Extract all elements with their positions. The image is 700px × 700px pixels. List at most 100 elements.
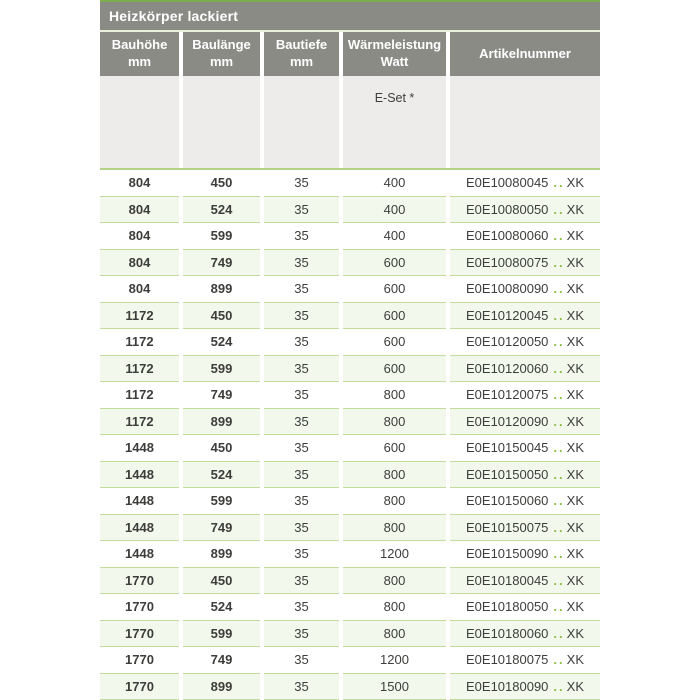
cell-artikelnummer: E0E10080045 .. XK — [450, 170, 600, 197]
cell-bauhoehe: 1770 — [100, 647, 179, 674]
column-header-waermeleistung: Wärmeleistung Watt — [343, 32, 446, 76]
cell-bautiefe: 35 — [264, 594, 339, 621]
table-row: 804 749 35 600 E0E10080075 .. XK — [100, 249, 600, 276]
cell-artikelnummer: E0E10120045 .. XK — [450, 302, 600, 329]
artikel-code: E0E10150090 — [466, 546, 549, 562]
artikel-color-dots: .. — [553, 228, 565, 244]
artikel-suffix: XK — [566, 360, 584, 376]
artikel-code: E0E10180050 — [466, 599, 549, 615]
subheader-divider-line — [100, 168, 600, 170]
subheader-row: E-Set * — [100, 76, 600, 168]
artikel-code: E0E10120050 — [466, 334, 549, 350]
artikel-color-dots: .. — [553, 360, 565, 376]
cell-artikelnummer: E0E10080075 .. XK — [450, 249, 600, 276]
cell-bautiefe: 35 — [264, 673, 339, 700]
subheader-box-artikelnummer — [450, 76, 600, 168]
radiator-spec-table: Heizkörper lackiert Bauhöhe mm Baulänge … — [100, 0, 600, 700]
artikel-color-dots: .. — [553, 493, 565, 509]
cell-bautiefe: 35 — [264, 461, 339, 488]
cell-artikelnummer: E0E10120075 .. XK — [450, 382, 600, 409]
artikel-code: E0E10150045 — [466, 440, 549, 456]
cell-baulaenge: 599 — [183, 223, 260, 250]
cell-baulaenge: 749 — [183, 514, 260, 541]
artikel-suffix: XK — [566, 678, 584, 694]
cell-bauhoehe: 1770 — [100, 567, 179, 594]
cell-watt: 400 — [343, 223, 446, 250]
column-label: Bautiefe — [275, 37, 328, 53]
cell-bautiefe: 35 — [264, 488, 339, 515]
artikel-suffix: XK — [566, 546, 584, 562]
cell-watt: 400 — [343, 196, 446, 223]
artikel-code: E0E10080090 — [466, 281, 549, 297]
cell-bautiefe: 35 — [264, 302, 339, 329]
table-row: 1172 749 35 800 E0E10120075 .. XK — [100, 382, 600, 409]
column-header-bautiefe: Bautiefe mm — [264, 32, 339, 76]
cell-artikelnummer: E0E10180050 .. XK — [450, 594, 600, 621]
artikel-suffix: XK — [566, 387, 584, 403]
cell-bautiefe: 35 — [264, 647, 339, 674]
artikel-color-dots: .. — [553, 572, 565, 588]
cell-baulaenge: 599 — [183, 488, 260, 515]
column-header-artikelnummer: Artikelnummer — [450, 32, 600, 76]
cell-watt: 600 — [343, 355, 446, 382]
artikel-code: E0E10150050 — [466, 466, 549, 482]
cell-artikelnummer: E0E10180075 .. XK — [450, 647, 600, 674]
artikel-suffix: XK — [566, 440, 584, 456]
cell-baulaenge: 599 — [183, 355, 260, 382]
cell-artikelnummer: E0E10180090 .. XK — [450, 673, 600, 700]
artikel-color-dots: .. — [553, 652, 565, 668]
cell-bautiefe: 35 — [264, 196, 339, 223]
cell-artikelnummer: E0E10080060 .. XK — [450, 223, 600, 250]
cell-baulaenge: 749 — [183, 647, 260, 674]
cell-bautiefe: 35 — [264, 249, 339, 276]
cell-watt: 800 — [343, 461, 446, 488]
cell-watt: 800 — [343, 488, 446, 515]
artikel-color-dots: .. — [553, 625, 565, 641]
cell-bauhoehe: 1770 — [100, 620, 179, 647]
artikel-color-dots: .. — [553, 678, 565, 694]
subheader-box-bautiefe — [264, 76, 339, 168]
eset-label: E-Set * — [374, 91, 415, 105]
cell-watt: 600 — [343, 302, 446, 329]
artikel-color-dots: .. — [553, 599, 565, 615]
cell-bauhoehe: 1770 — [100, 673, 179, 700]
cell-bauhoehe: 1172 — [100, 329, 179, 356]
artikel-color-dots: .. — [553, 281, 565, 297]
table-row: 1770 450 35 800 E0E10180045 .. XK — [100, 567, 600, 594]
cell-bauhoehe: 1770 — [100, 594, 179, 621]
column-label: Bauhöhe — [111, 37, 168, 53]
cell-artikelnummer: E0E10150050 .. XK — [450, 461, 600, 488]
subheader-box-bauhoehe — [100, 76, 179, 168]
cell-baulaenge: 749 — [183, 382, 260, 409]
cell-baulaenge: 450 — [183, 170, 260, 197]
artikel-code: E0E10080050 — [466, 201, 549, 217]
cell-baulaenge: 524 — [183, 196, 260, 223]
cell-watt: 600 — [343, 276, 446, 303]
column-unit: mm — [209, 54, 234, 69]
cell-bautiefe: 35 — [264, 382, 339, 409]
column-unit: Watt — [380, 54, 409, 69]
cell-watt: 600 — [343, 329, 446, 356]
cell-bauhoehe: 1448 — [100, 514, 179, 541]
cell-artikelnummer: E0E10080090 .. XK — [450, 276, 600, 303]
artikel-suffix: XK — [566, 652, 584, 668]
artikel-suffix: XK — [566, 466, 584, 482]
table-row: 1448 899 35 1200 E0E10150090 .. XK — [100, 541, 600, 568]
table-row: 1448 749 35 800 E0E10150075 .. XK — [100, 514, 600, 541]
table-row: 1448 524 35 800 E0E10150050 .. XK — [100, 461, 600, 488]
cell-watt: 800 — [343, 620, 446, 647]
cell-bauhoehe: 1172 — [100, 302, 179, 329]
table-row: 1770 599 35 800 E0E10180060 .. XK — [100, 620, 600, 647]
cell-watt: 800 — [343, 567, 446, 594]
cell-bauhoehe: 1448 — [100, 461, 179, 488]
cell-bauhoehe: 1172 — [100, 382, 179, 409]
artikel-suffix: XK — [566, 281, 584, 297]
title-separator — [100, 30, 600, 32]
cell-watt: 1500 — [343, 673, 446, 700]
cell-bauhoehe: 804 — [100, 170, 179, 197]
artikel-suffix: XK — [566, 519, 584, 535]
table-row: 1770 749 35 1200 E0E10180075 .. XK — [100, 647, 600, 674]
cell-baulaenge: 899 — [183, 541, 260, 568]
table-row: 1172 899 35 800 E0E10120090 .. XK — [100, 408, 600, 435]
table-row: 804 899 35 600 E0E10080090 .. XK — [100, 276, 600, 303]
